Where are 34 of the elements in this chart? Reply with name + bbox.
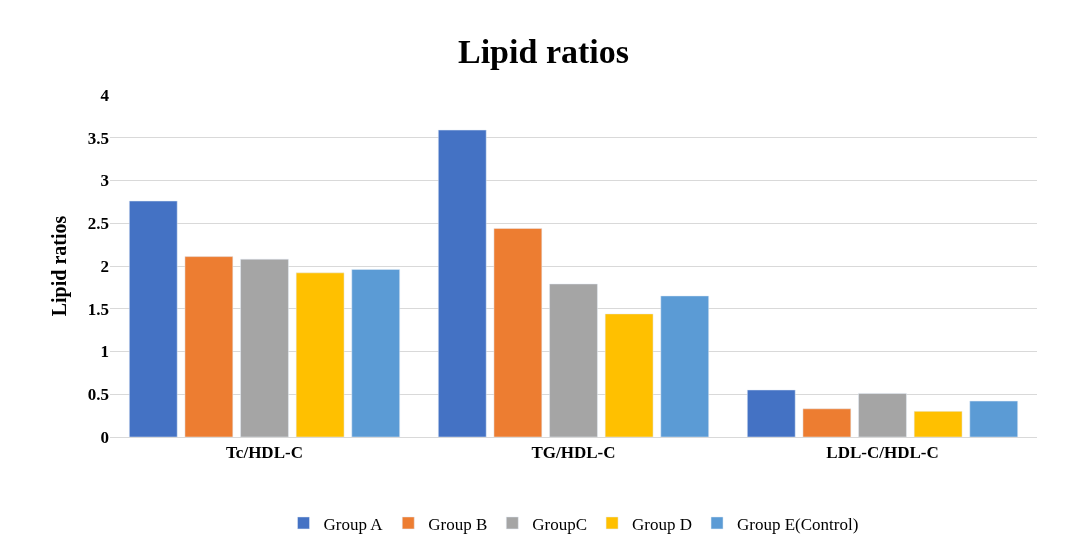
legend-label: Group E(Control) <box>737 514 859 534</box>
y-tick-label: 1 <box>100 342 109 362</box>
bar <box>549 283 598 437</box>
legend-label: Group D <box>632 514 693 534</box>
x-tick-label: TG/HDL-C <box>531 443 616 463</box>
legend-label: GroupC <box>532 514 588 534</box>
bar <box>913 411 963 437</box>
bar <box>747 389 796 437</box>
y-tick-label: 2 <box>100 256 109 276</box>
bar <box>295 272 345 437</box>
y-tick-label: 0.5 <box>87 385 109 405</box>
bar <box>351 269 400 437</box>
bar <box>184 256 234 437</box>
legend-label: Group B <box>428 514 488 534</box>
x-tick-label: Tc/HDL-C <box>226 443 303 463</box>
bar <box>660 295 709 437</box>
chart-title: Lipid ratios <box>458 32 629 70</box>
y-tick-label: 2.5 <box>87 214 109 234</box>
bar <box>969 400 1018 437</box>
bar <box>802 408 852 437</box>
y-tick-label: 0 <box>100 427 109 447</box>
bar <box>858 393 907 437</box>
y-tick-label: 3.5 <box>87 128 109 148</box>
bar <box>240 258 289 437</box>
bar <box>129 200 178 437</box>
y-tick-label: 4 <box>100 85 110 105</box>
y-tick-label: 3 <box>100 171 109 191</box>
bar <box>438 129 487 437</box>
bar <box>493 228 543 437</box>
bar <box>604 313 654 437</box>
legend-label: Group A <box>323 514 384 534</box>
y-tick-label: 1.5 <box>87 299 109 319</box>
y-axis-title: Lipid ratios <box>48 215 72 317</box>
x-tick-label: LDL-C/HDL-C <box>826 443 939 463</box>
